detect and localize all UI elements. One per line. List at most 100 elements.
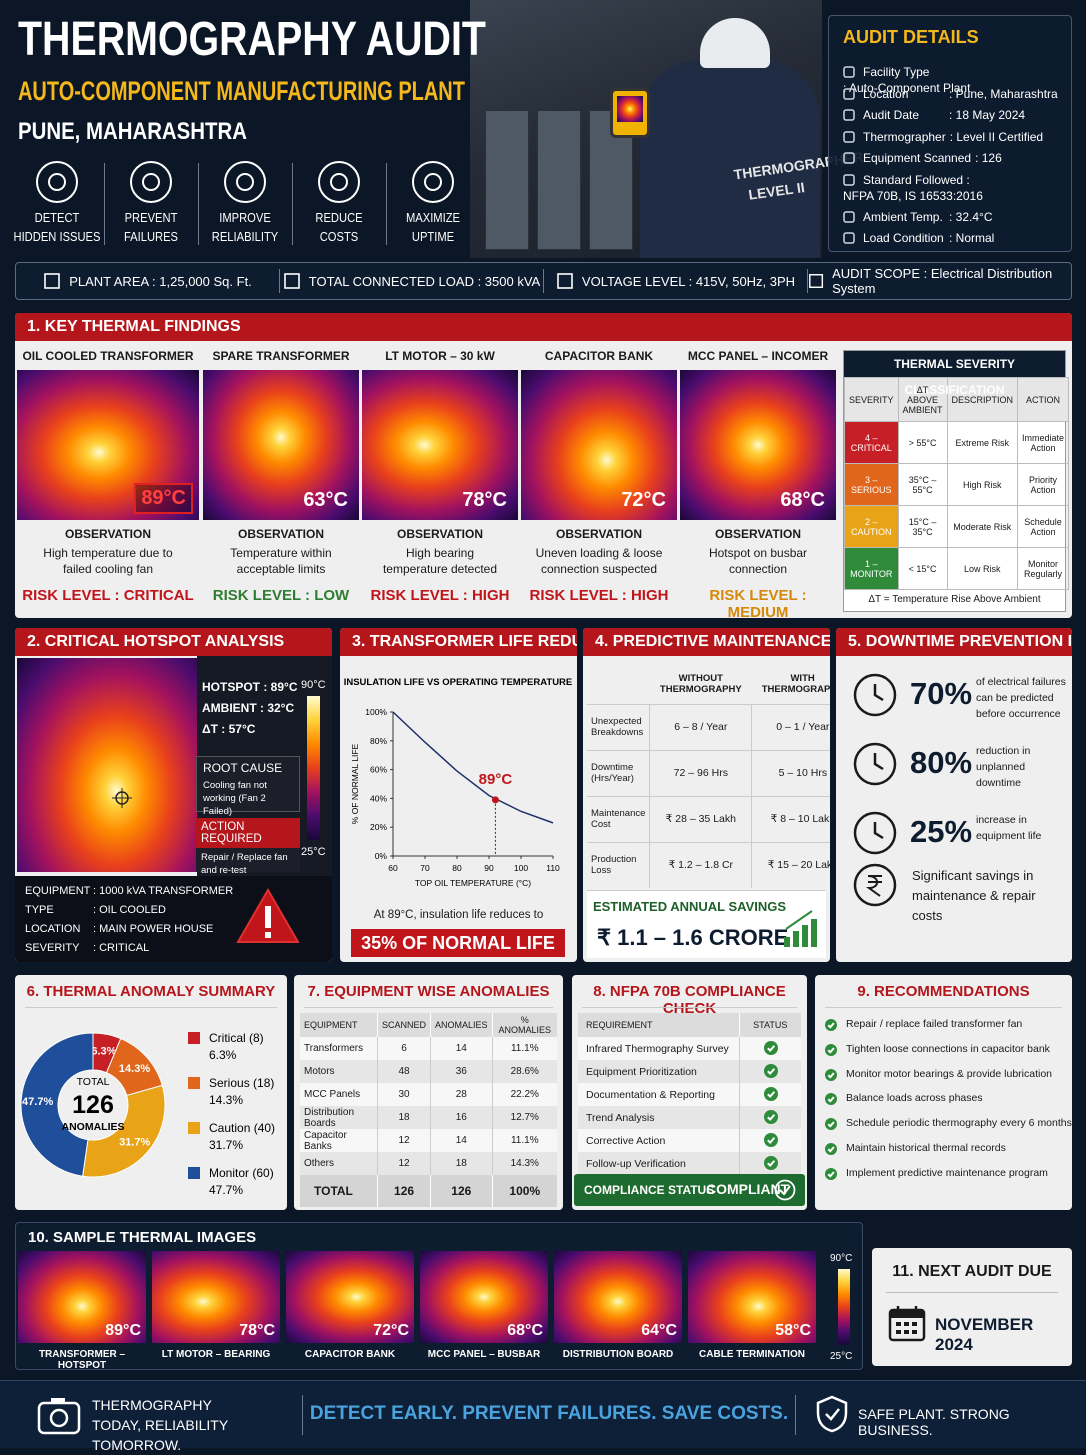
stat-text: PLANT AREA : 1,25,000 Sq. Ft. [69, 273, 252, 289]
icon-part [49, 1408, 69, 1428]
recommendation: Maintain historical thermal records [846, 1142, 1006, 1154]
icon [843, 173, 855, 186]
reading: ΔT : 57°C [202, 722, 256, 736]
icon-part [412, 161, 454, 203]
icon-part [843, 210, 855, 223]
equipment-cell: Distribution Boards [304, 1106, 355, 1129]
severity-cell: < 15°C [897, 547, 948, 590]
root-cause-title: ROOT CAUSE [203, 761, 283, 775]
detail-label: EQUIPMENT [25, 885, 91, 897]
equipment-name: MCC PANEL – INCOMER [687, 349, 829, 363]
status-label: COMPLIANCE STATUS [584, 1183, 715, 1197]
icon [809, 274, 824, 288]
icon [843, 152, 855, 164]
separator [302, 1395, 303, 1435]
roi-cell: Maintenance Cost [591, 808, 646, 830]
separator [807, 269, 808, 293]
equipment-name: OIL COOLED TRANSFORMER [22, 349, 194, 363]
root-cause: ROOT CAUSE Cooling fan not working (Fan 2… [196, 756, 300, 817]
icon [816, 1395, 848, 1433]
severity-cell: 3 – SERIOUS [844, 463, 899, 506]
risk-level: RISK LEVEL : HIGH [529, 587, 669, 604]
x-axis-label: TOP OIL TEMPERATURE (°C) [415, 878, 531, 888]
roi-cell: 5 – 10 Hrs [751, 750, 830, 796]
observation-title: OBSERVATION [237, 527, 324, 541]
observation: Uneven loading & loose connection suspec… [535, 546, 663, 576]
total-cell: 100% [491, 1175, 557, 1207]
icon [763, 1110, 778, 1124]
icon-part [763, 1110, 778, 1124]
equipment-cell: 18 [430, 1152, 493, 1175]
roi-cell: Production Loss [591, 854, 637, 877]
status-cell [738, 1083, 801, 1106]
center-total: 126 [72, 1091, 114, 1119]
roi-panel: 4. PREDICTIVE MAINTENANCE ROI WITHOUT THE… [583, 628, 830, 962]
temperature: 72°C [621, 489, 666, 511]
icon-part [843, 130, 855, 143]
icon [843, 130, 855, 143]
section-title: 3. TRANSFORMER LIFE REDUCTION [340, 628, 577, 656]
icon-part [896, 1322, 901, 1326]
root-cause-text: Cooling fan not working (Fan 2 Failed) [203, 780, 267, 817]
temperature: 63°C [303, 489, 348, 511]
benefit: MAXIMIZE UPTIME [405, 210, 461, 244]
legend-swatch [188, 1122, 200, 1134]
icon-part [853, 863, 897, 907]
risk-level: RISK LEVEL : HIGH [370, 587, 510, 604]
equipment-cell: 28 [430, 1083, 493, 1106]
compliance-row: Follow-up Verification [578, 1152, 801, 1175]
equipment-cell: 12 [377, 1152, 431, 1175]
header-row: EQUIPMENT SCANNED ANOMALIES% ANOMALIES [300, 1013, 557, 1037]
scale-bar [838, 1269, 850, 1345]
y-tick-label: 20% [370, 822, 387, 832]
total-row: TOTAL 126 126 100% [300, 1175, 557, 1207]
stat-text: AUDIT SCOPE : Electrical Distribution Sy… [832, 266, 1053, 296]
legend-name: Monitor (60) [209, 1166, 274, 1180]
icon [843, 109, 855, 121]
detail-label: Location [863, 86, 909, 101]
separator [386, 163, 387, 245]
severity-cell: Moderate Risk [946, 505, 1019, 548]
severity-cell: Priority Action [1017, 463, 1070, 506]
icon-part [265, 932, 271, 938]
header-cell: WITH THERMOGRAPHY [761, 672, 830, 695]
icon [825, 1167, 837, 1180]
icon-part [130, 161, 172, 203]
equipment-row: Others 12 18 14.3% [300, 1152, 557, 1175]
sample-image: 89°C [18, 1251, 146, 1343]
icon-part [809, 274, 824, 288]
temperature: 68°C [780, 489, 825, 511]
equipment-cell: 14.3% [491, 1152, 557, 1175]
center-bottom: ANOMALIES [62, 1121, 125, 1133]
icon-part [904, 1322, 909, 1326]
section-title: 7. EQUIPMENT WISE ANOMALIES [307, 983, 550, 1000]
compliance-row: Equipment Prioritization [578, 1060, 801, 1083]
severity-row: 1 – MONITOR < 15°C Low Risk Monitor Regular… [844, 547, 1070, 590]
plant-stats: PLANT AREA : 1,25,000 Sq. Ft. TOTAL CONNE… [15, 262, 1072, 300]
action-text: Repair / Replace fan and re-test [201, 852, 288, 876]
icon-part [774, 1179, 796, 1201]
icon-part [37, 1401, 81, 1435]
equipment-panel: 7. EQUIPMENT WISE ANOMALIES EQUIPMENT SCAN… [294, 975, 563, 1210]
equipment-name: CAPACITOR BANK [544, 349, 654, 363]
detail-value: NFPA 70B, IS 16533:2016 [843, 188, 983, 203]
observation: Hotspot on busbar connection [708, 546, 808, 576]
icon-part [843, 66, 855, 78]
severity-note: ΔT = Temperature Rise Above Ambient [868, 594, 1041, 605]
severity-cell: 15°C – 35°C [897, 505, 948, 548]
icon-part [424, 173, 442, 191]
detail-label: LOCATION [25, 923, 81, 935]
footer-left: THERMOGRAPHY TODAY, RELIABILITY TOMORROW… [92, 1397, 228, 1453]
roi-cell: 72 – 96 Hrs [649, 750, 752, 796]
risk-level: RISK LEVEL : CRITICAL [22, 587, 194, 604]
chart-title: INSULATION LIFE VS OPERATING TEMPERATURE [344, 677, 573, 688]
temperature: 78°C [462, 489, 507, 511]
equipment-cell: Transformers [304, 1043, 364, 1054]
icon [843, 232, 855, 244]
x-tick-label: 100 [514, 863, 528, 873]
severity-cell: 35°C – 55°C [897, 463, 948, 506]
separator [198, 163, 199, 245]
icon [825, 1043, 837, 1056]
roi-cell: ₹ 8 – 10 Lakh [751, 796, 830, 842]
detail-label: Facility Type [863, 65, 930, 79]
